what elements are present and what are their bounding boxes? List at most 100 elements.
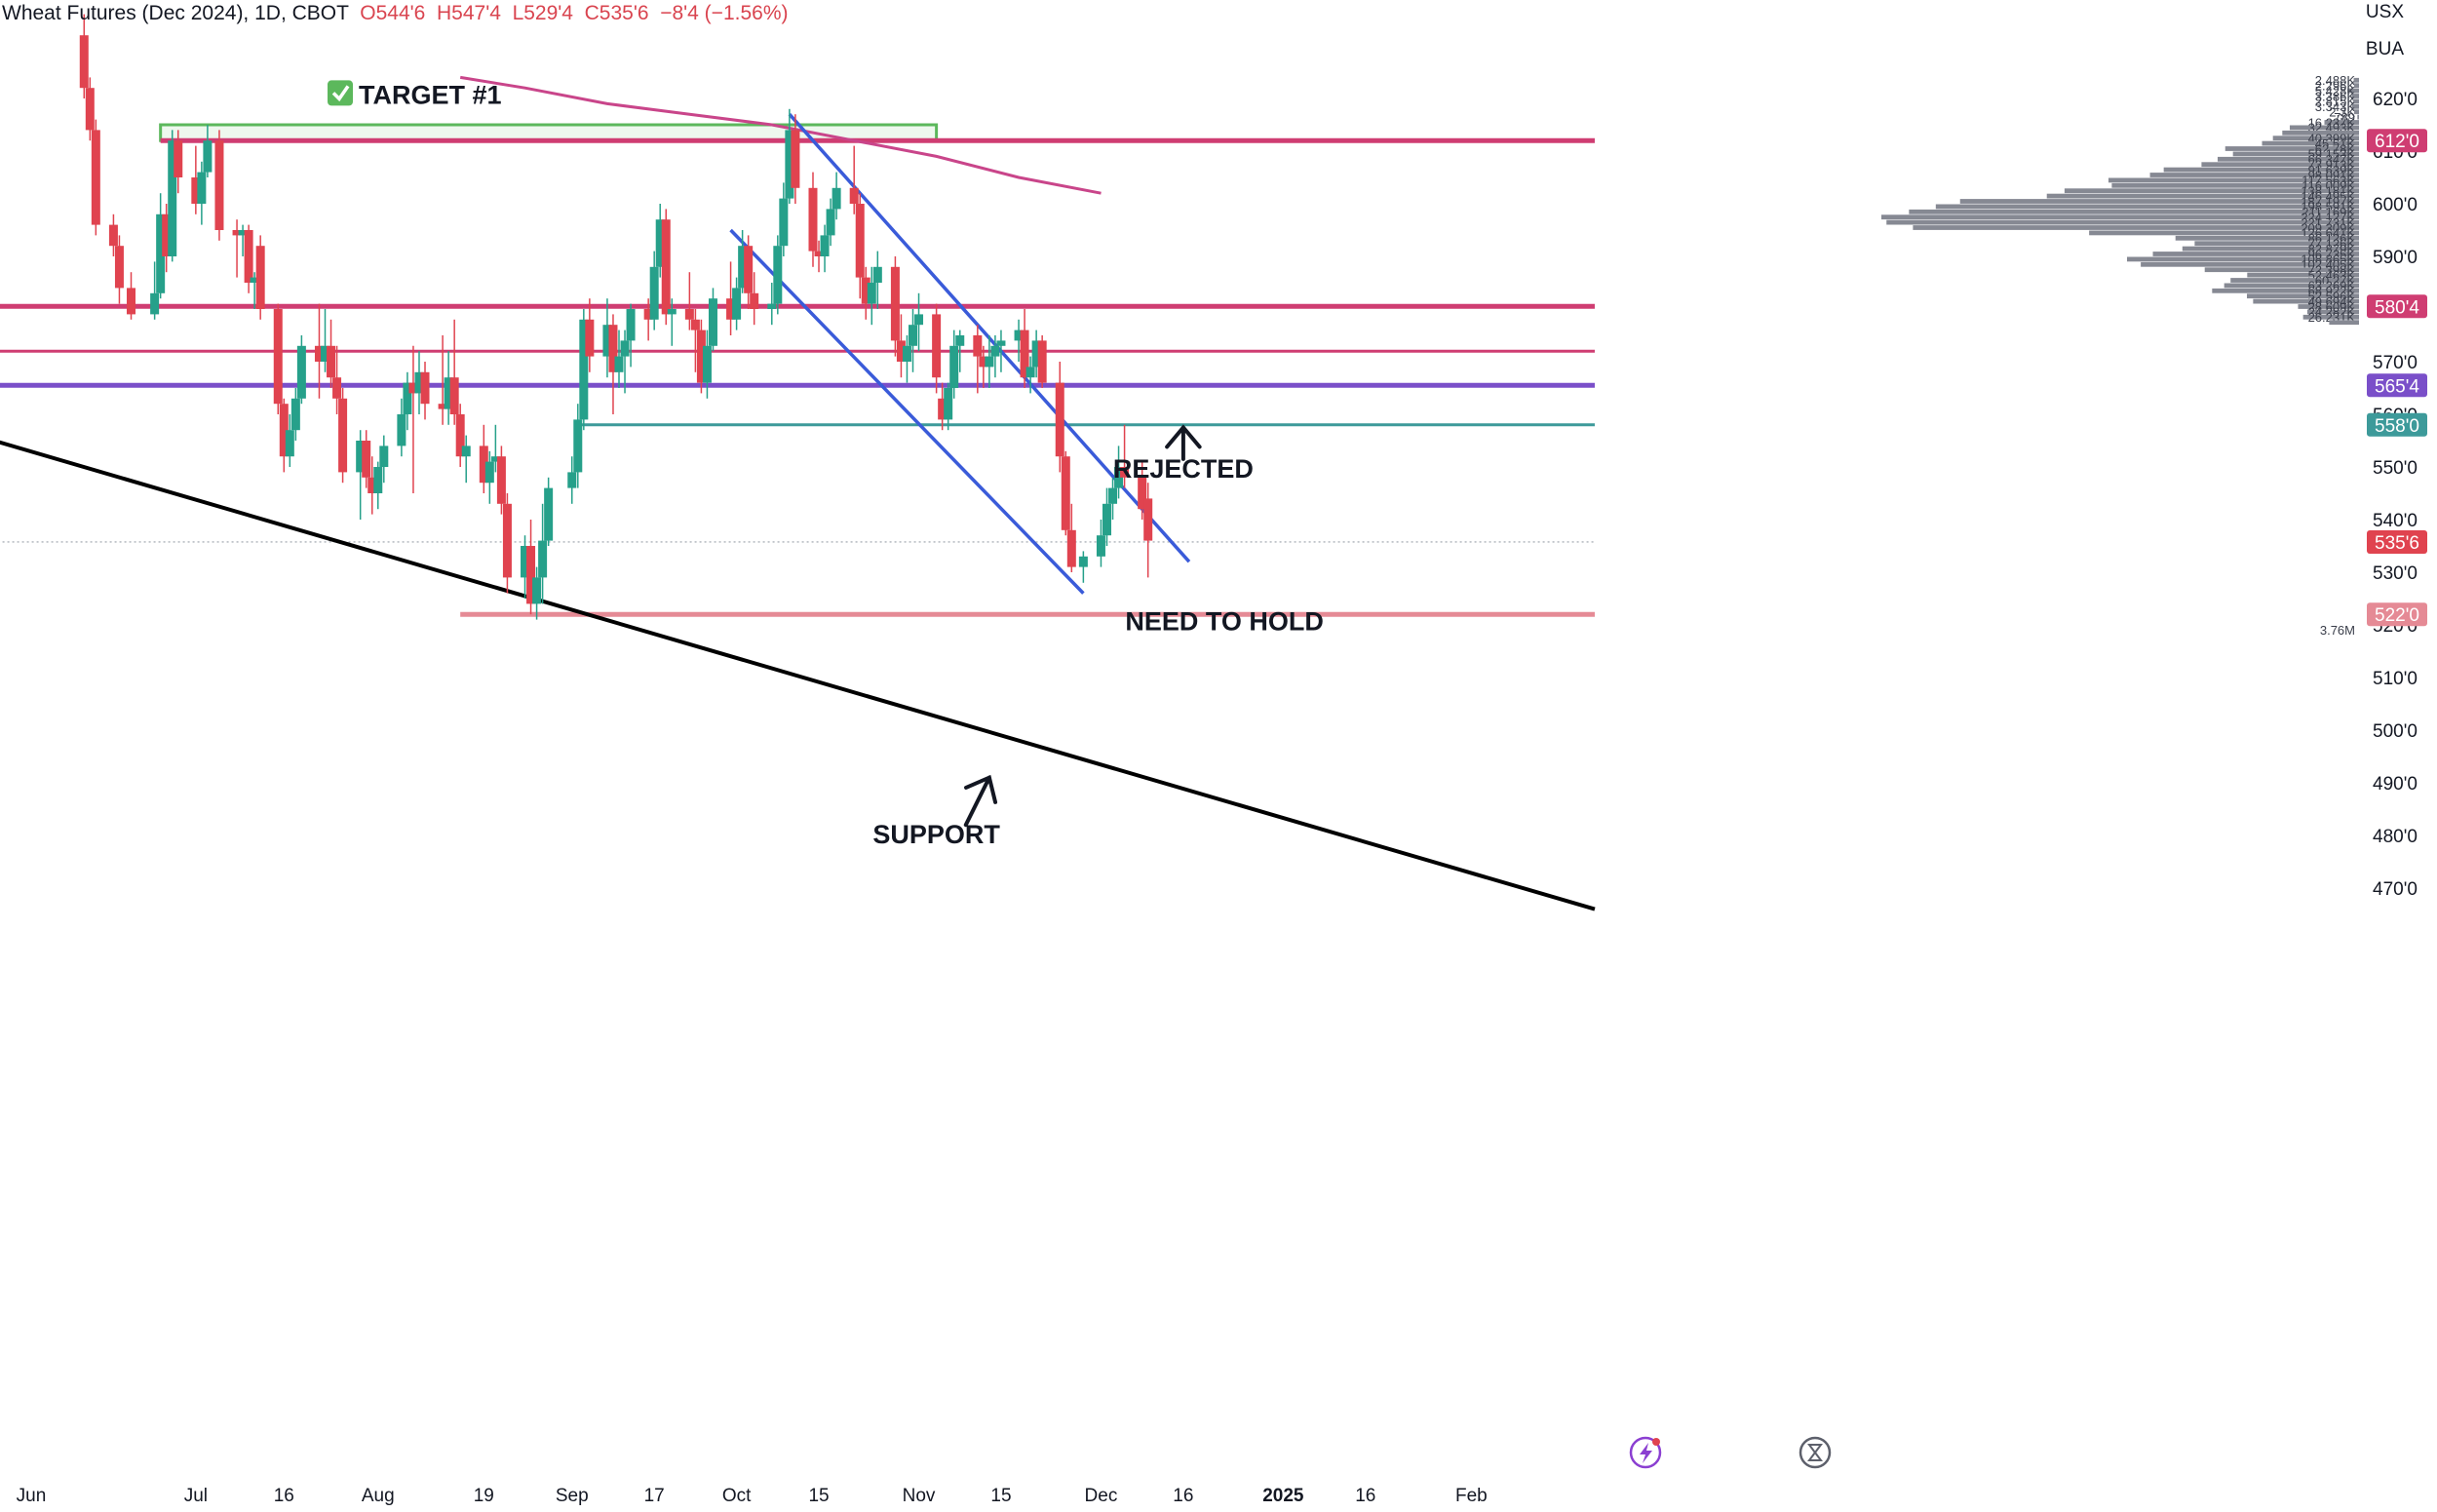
vp-bar — [2204, 267, 2359, 273]
candle-body — [285, 430, 294, 457]
vp-bar — [2298, 304, 2359, 309]
annotation-label: NEED TO HOLD — [1125, 606, 1324, 636]
candle-body — [338, 398, 348, 473]
price-badge-label: 558'0 — [2375, 416, 2419, 437]
price-badge — [2367, 412, 2427, 437]
vp-bar — [1881, 214, 2359, 220]
candle-body — [1014, 330, 1024, 341]
candle-body — [567, 472, 577, 488]
x-tick-label: Nov — [903, 1486, 936, 1506]
candle-body — [826, 209, 835, 236]
candle-body — [791, 130, 800, 188]
candle-body — [238, 230, 248, 236]
vp-bar — [2351, 103, 2359, 109]
vp-bar — [2302, 314, 2359, 320]
candle-body — [944, 388, 953, 420]
price-badge-label: 522'0 — [2375, 605, 2419, 626]
candle-body — [750, 292, 759, 309]
candle-body — [773, 246, 783, 304]
support-arrow — [963, 774, 998, 828]
candle-body — [849, 187, 859, 204]
candle-body — [744, 246, 754, 293]
vp-bar — [2182, 246, 2359, 252]
candle-body — [296, 345, 306, 399]
candle-body — [502, 503, 512, 578]
candle-body — [1138, 477, 1147, 510]
x-tick-label: Dec — [1085, 1486, 1118, 1506]
candle-body — [290, 398, 300, 431]
candle-body — [726, 298, 736, 320]
candle-body — [461, 446, 471, 457]
candle-body — [820, 235, 830, 256]
price-badge-label: 565'4 — [2375, 376, 2419, 397]
vp-bar — [1935, 204, 2359, 210]
horizontal-levels — [0, 137, 1595, 617]
vp-bar — [2141, 261, 2359, 267]
candle-body — [955, 335, 965, 346]
x-tick-label: 15 — [808, 1486, 829, 1506]
candle-body — [127, 288, 136, 315]
candle-body — [197, 172, 207, 204]
vp-bar — [1959, 199, 2359, 204]
vp-bar — [2194, 241, 2359, 247]
vp-bar — [2282, 130, 2359, 136]
x-tick-label: 19 — [474, 1486, 494, 1506]
vp-bar — [2152, 252, 2359, 256]
candle-body — [1025, 367, 1035, 378]
candle-body — [490, 456, 500, 462]
candle-body — [1066, 529, 1076, 567]
candle-body — [1120, 467, 1130, 478]
vp-bar — [2175, 235, 2359, 241]
moving-average-line — [459, 75, 1102, 195]
candle-body — [496, 456, 506, 504]
candle-body — [573, 419, 583, 473]
price-badge — [2367, 373, 2427, 398]
channel-line — [729, 228, 1085, 595]
vp-bar — [2247, 272, 2359, 278]
x-tick-label: 17 — [644, 1486, 665, 1506]
vp-label: 2.3K — [2329, 105, 2355, 120]
check-icon — [328, 80, 354, 106]
lightning-icon[interactable] — [1629, 1436, 1662, 1469]
unit-badge[interactable]: BUA — [2365, 39, 2404, 59]
vp-bar — [2247, 293, 2359, 299]
x-tick-label: Feb — [1455, 1486, 1488, 1506]
vp-bar — [2046, 193, 2359, 199]
candle-body — [479, 446, 488, 484]
vp-bar — [2089, 230, 2359, 236]
y-tick-label: 550'0 — [2373, 458, 2418, 479]
currency-badge[interactable]: USX — [2365, 2, 2404, 22]
candle-body — [150, 292, 160, 315]
x-tick-label: 16 — [274, 1486, 294, 1506]
candle-body — [356, 441, 366, 473]
x-tick-label: Sep — [556, 1486, 589, 1506]
candle-body — [855, 204, 865, 278]
candle-body — [732, 288, 742, 320]
vp-bar — [2353, 77, 2359, 83]
candle-body — [585, 319, 595, 357]
vp-bar — [2126, 256, 2359, 262]
candle-body — [250, 277, 259, 283]
vp-label: 2.296K — [2315, 79, 2356, 94]
candle-body — [174, 140, 183, 177]
candle-body — [214, 140, 224, 230]
candle-body — [996, 340, 1006, 346]
candle-body — [408, 382, 418, 394]
vp-bar — [2357, 114, 2359, 120]
candle-body — [767, 303, 777, 309]
y-tick-label: 490'0 — [2373, 774, 2418, 795]
candle-body — [362, 441, 371, 478]
candle-body — [168, 140, 177, 256]
vp-bar — [2149, 173, 2359, 177]
hourglass-icon[interactable] — [1799, 1436, 1832, 1469]
candle-body — [667, 309, 677, 315]
candle-body — [867, 283, 876, 304]
candle-body — [620, 340, 630, 357]
vp-label: 2.815K — [2315, 95, 2356, 109]
candle-body — [449, 377, 459, 414]
candle-body — [872, 266, 882, 283]
vp-bar — [2108, 177, 2359, 183]
candle-body — [255, 246, 265, 309]
high-value: H547'4 — [436, 2, 501, 24]
